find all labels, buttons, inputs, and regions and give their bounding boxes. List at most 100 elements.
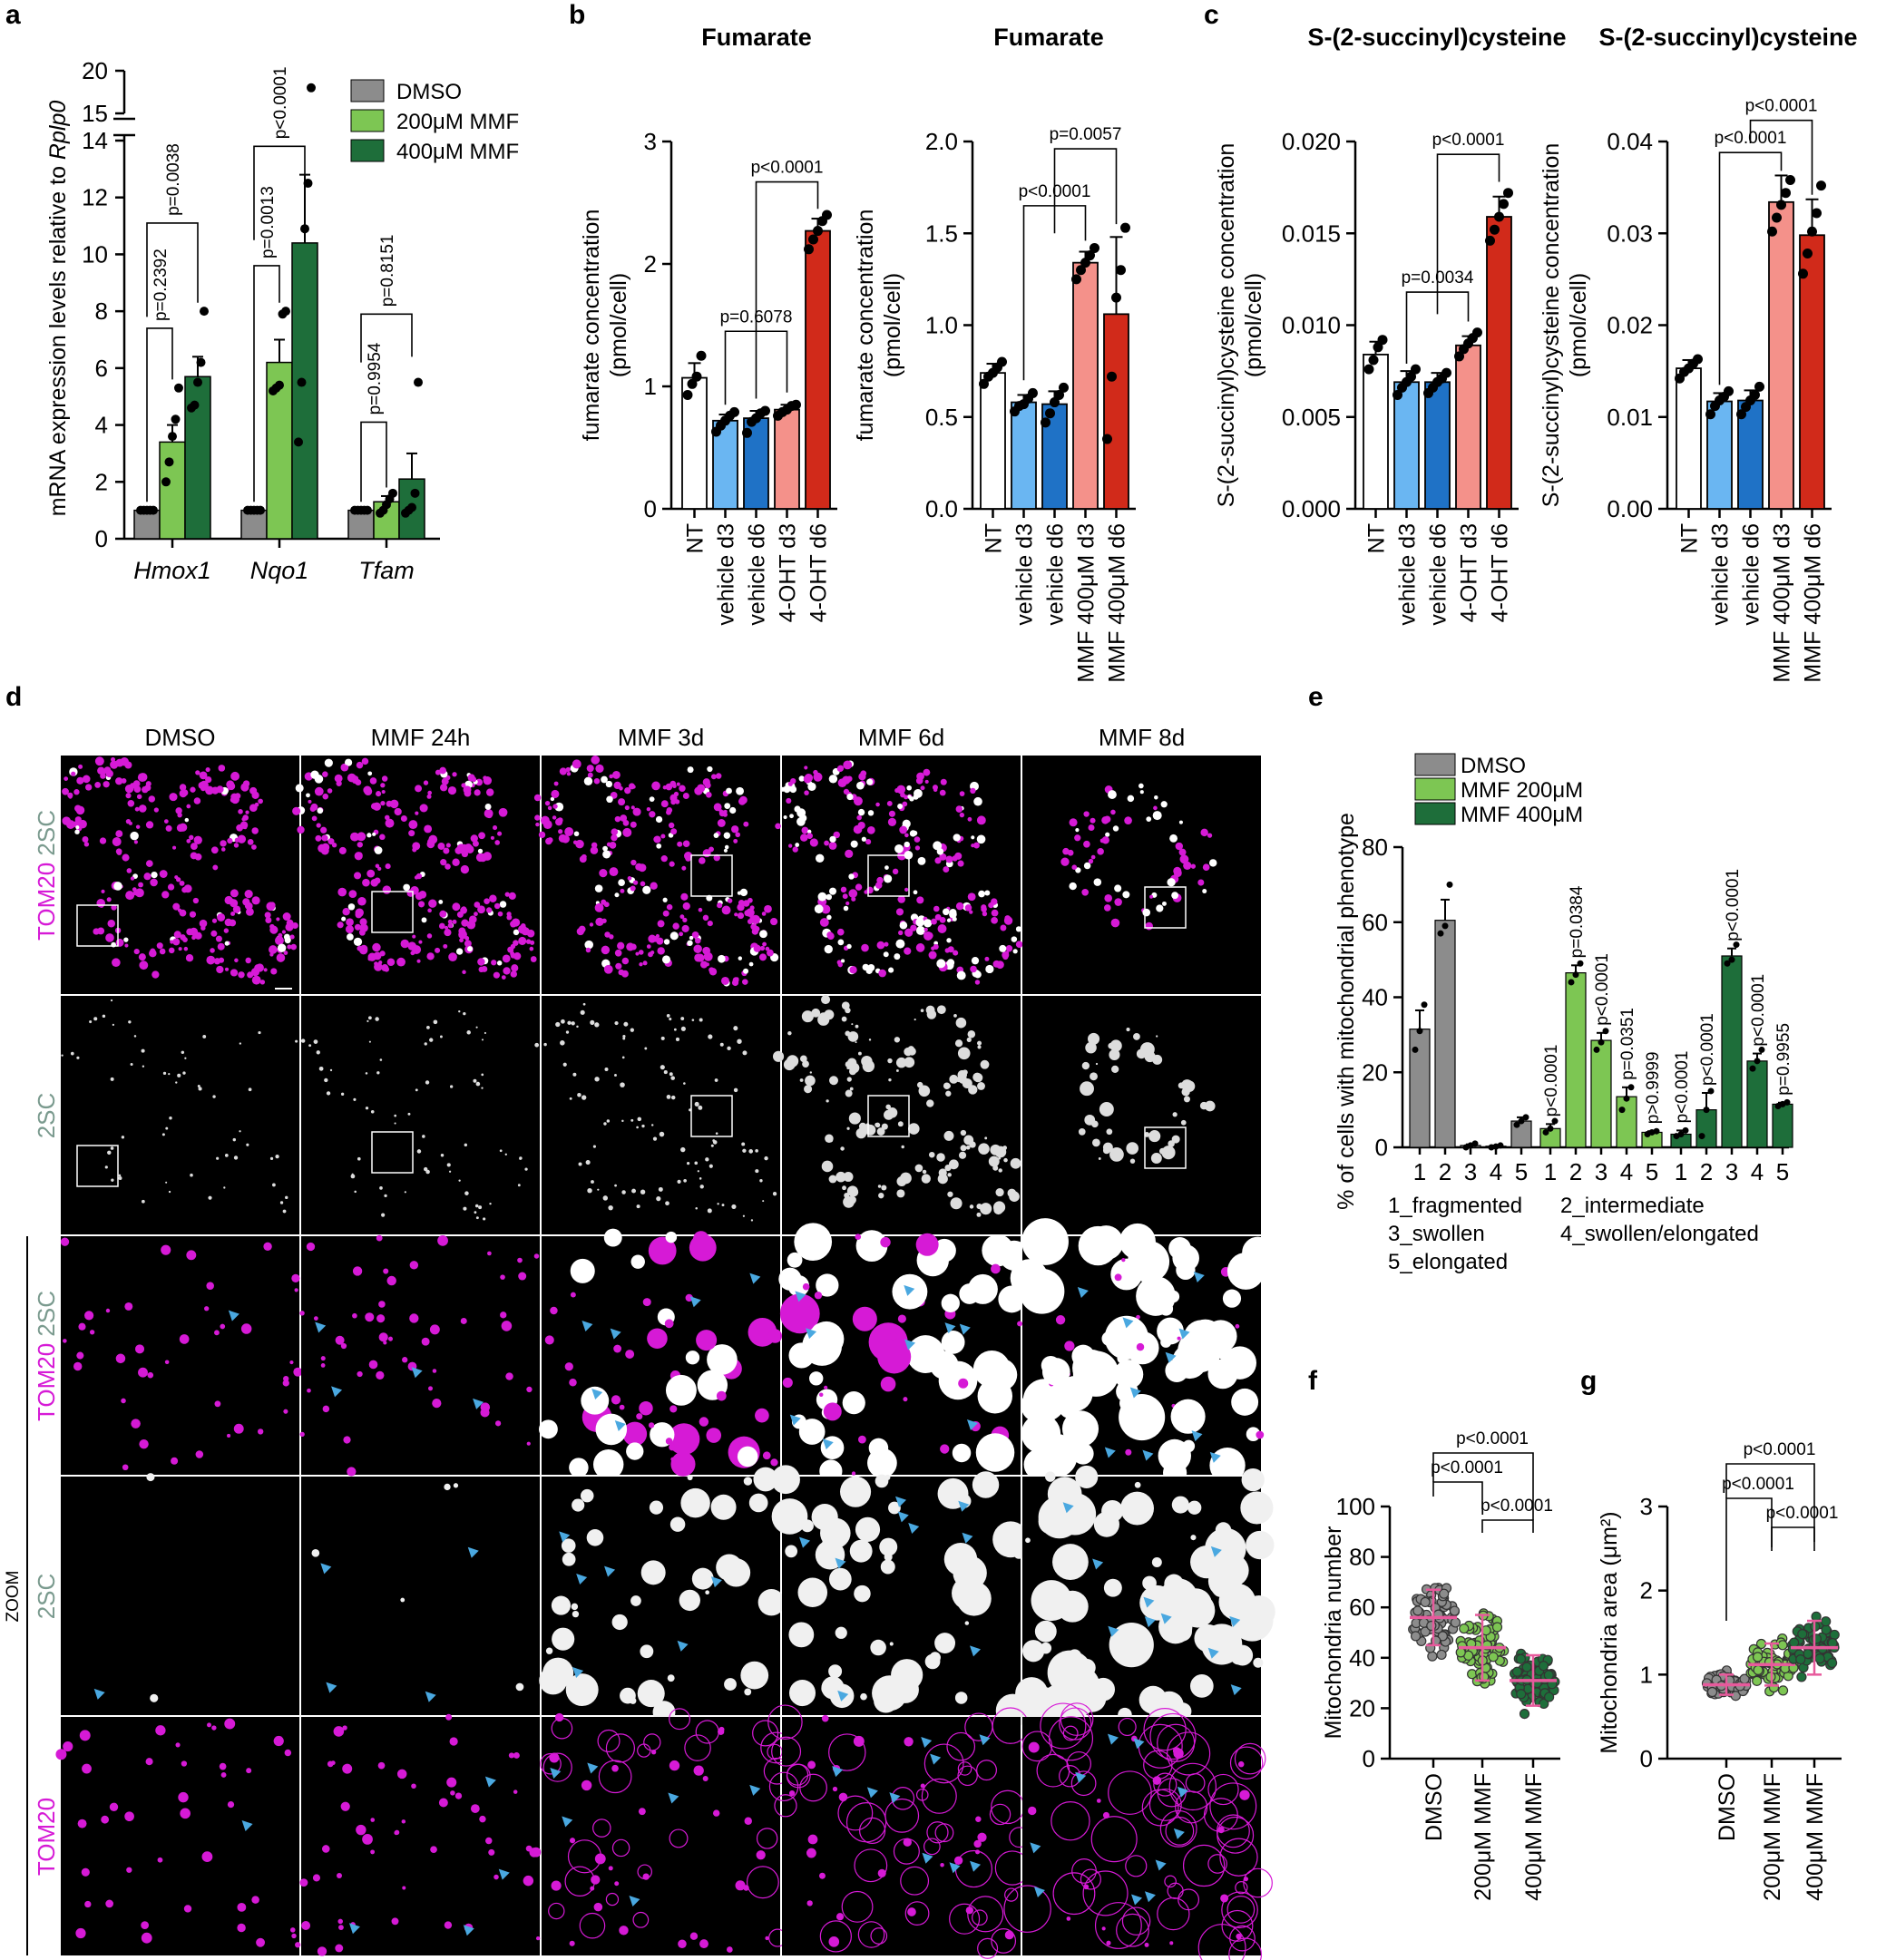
- mito-signal: [356, 761, 364, 769]
- mito-signal: [591, 756, 601, 765]
- mito-signal: [899, 825, 908, 834]
- mito-signal: [916, 896, 924, 904]
- data-point: [1410, 1631, 1422, 1642]
- mito-signal: [618, 879, 625, 886]
- bar: [1616, 1096, 1637, 1148]
- mito-signal: [843, 1172, 854, 1182]
- mito-signal: [861, 943, 869, 952]
- mito-signal: [1114, 898, 1122, 906]
- mito-signal: [687, 1475, 693, 1481]
- mito-signal: [851, 1471, 856, 1476]
- mito-signal: [1098, 1157, 1101, 1160]
- arrowhead-marker: [614, 1419, 626, 1431]
- mito-signal: [850, 840, 858, 848]
- arrowhead-marker: [689, 1296, 701, 1308]
- mito-signal: [270, 968, 278, 975]
- mito-signal: [636, 1204, 640, 1209]
- mito-signal: [128, 821, 132, 825]
- arrowhead-marker: [958, 1500, 970, 1512]
- mito-signal: [1169, 834, 1178, 843]
- mito-signal: [649, 811, 656, 818]
- mito-signal: [175, 1742, 181, 1748]
- mito-signal: [105, 1308, 111, 1313]
- micrograph: [61, 996, 299, 1234]
- mito-signal: [237, 1902, 247, 1912]
- mito-signal: [501, 975, 506, 980]
- mito-signal: [799, 1078, 804, 1082]
- p-value-label: p<0.0001: [1766, 1504, 1839, 1523]
- mito-signal: [1052, 1544, 1089, 1580]
- mito-signal: [320, 1363, 326, 1368]
- arrowhead-marker: [1191, 1430, 1203, 1442]
- mito-signal: [1105, 832, 1110, 837]
- bar: [1565, 972, 1587, 1148]
- data-point: [1446, 881, 1453, 888]
- mito-signal: [984, 956, 990, 961]
- mito-signal: [936, 1005, 946, 1015]
- x-tick-label: DMSO: [1715, 1773, 1740, 1841]
- mito-signal: [664, 1319, 674, 1329]
- mito-signal: [210, 846, 219, 854]
- y-tick-label: 3: [1640, 1493, 1653, 1520]
- p-value-label: p>0.9999: [1644, 1051, 1663, 1124]
- mito-signal: [609, 842, 617, 849]
- mito-signal: [1064, 1341, 1075, 1351]
- data-point: [1420, 1596, 1431, 1608]
- mito-signal: [424, 1166, 428, 1172]
- mito-signal: [851, 896, 856, 902]
- mito-signal: [1003, 916, 1013, 925]
- mito-signal: [638, 1808, 646, 1816]
- p-value-label: p=0.9954: [366, 342, 385, 414]
- mito-signal: [504, 1153, 507, 1156]
- mito-signal: [855, 1230, 888, 1263]
- significance-bracket: [1436, 153, 1500, 315]
- mito-signal: [829, 1076, 838, 1086]
- y-tick-label: 1.5: [925, 219, 958, 247]
- arrowhead-marker: [806, 1328, 817, 1340]
- mito-signal: [251, 827, 259, 834]
- mito-signal: [977, 1082, 985, 1090]
- mito-signal: [762, 1451, 771, 1460]
- mito-signal: [683, 1178, 687, 1183]
- mito-signal: [682, 902, 690, 911]
- y-tick-label: 0.00: [1607, 495, 1653, 522]
- mito-signal: [1075, 1465, 1099, 1488]
- mito-signal: [396, 957, 406, 967]
- arrowhead-marker: [576, 1573, 588, 1585]
- significance-bracket: [360, 421, 387, 502]
- significance-bracket: [1749, 119, 1813, 195]
- x-tick-label: Hmox1: [133, 557, 211, 584]
- mito-signal: [807, 782, 816, 791]
- panel-letter-c: c: [1204, 0, 1219, 30]
- data-point: [1602, 1028, 1609, 1035]
- mito-signal: [1179, 1588, 1213, 1621]
- mito-signal: [858, 1817, 886, 1845]
- data-point: [1437, 930, 1444, 937]
- data-point: [1459, 1623, 1470, 1634]
- mito-signal: [718, 1726, 725, 1732]
- mito-signal: [1171, 1496, 1189, 1514]
- mito-signal: [904, 1901, 930, 1926]
- data-point: [1777, 1640, 1788, 1651]
- mito-signal: [488, 1848, 495, 1856]
- mito-signal: [590, 1019, 595, 1025]
- mito-signal: [771, 1465, 800, 1495]
- mito-signal: [823, 1402, 842, 1421]
- data-point: [193, 377, 202, 387]
- mito-signal: [670, 828, 678, 835]
- mito-signal: [347, 903, 356, 911]
- mito-signal: [969, 1204, 974, 1209]
- mito-signal: [824, 840, 829, 846]
- x-tick-label: 1: [1413, 1158, 1426, 1185]
- mito-signal: [912, 830, 918, 836]
- mito-signal: [470, 834, 478, 843]
- mito-signal: [594, 1077, 600, 1082]
- mito-signal: [715, 1132, 718, 1135]
- mito-signal: [1091, 1120, 1099, 1128]
- mito-signal: [947, 1191, 953, 1197]
- mito-signal: [233, 1423, 244, 1434]
- mito-signal: [130, 876, 135, 881]
- mito-signal: [1093, 878, 1102, 886]
- mito-signal: [194, 931, 202, 940]
- mito-signal: [620, 888, 625, 893]
